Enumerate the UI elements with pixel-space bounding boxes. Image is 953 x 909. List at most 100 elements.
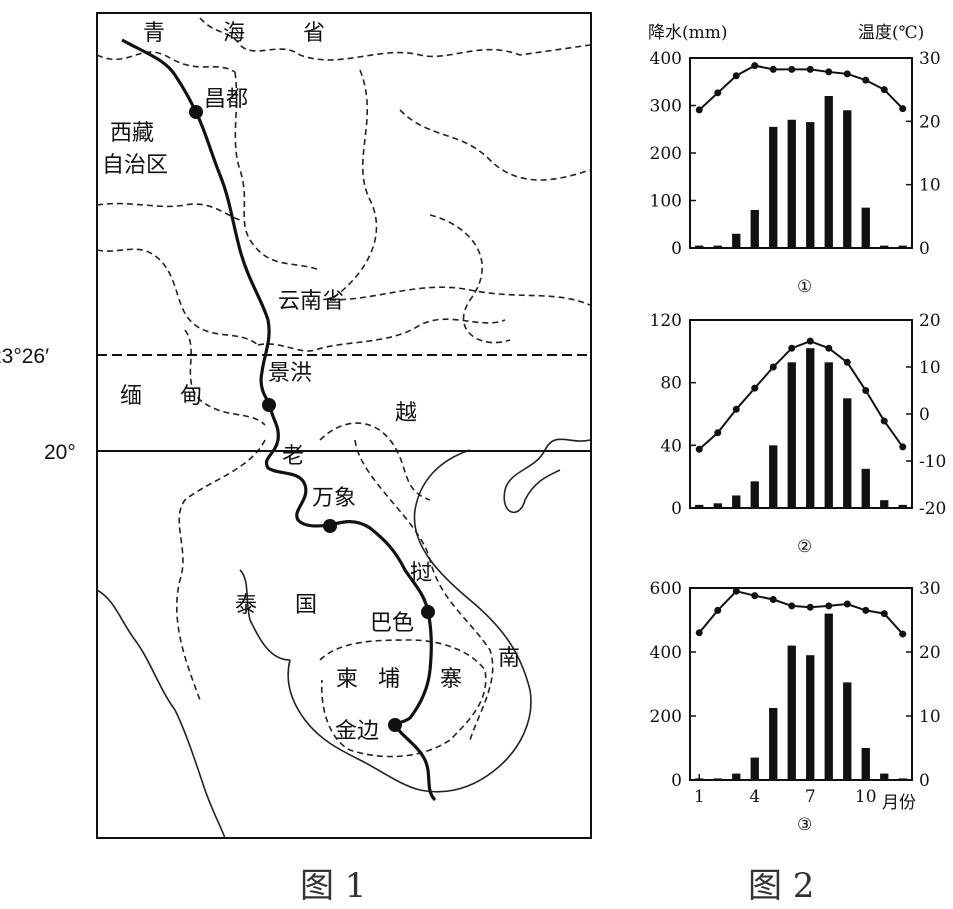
precip-bar: [713, 245, 722, 248]
label-guo: 国: [295, 593, 317, 618]
y-right-tick-label: 0: [919, 239, 930, 259]
tropic-label: 23°26′: [0, 345, 49, 368]
y-right-tick-label: 20: [919, 112, 941, 132]
temp-point: [788, 65, 796, 73]
precip-bar: [732, 233, 741, 248]
temp-point: [862, 387, 870, 394]
precip-bar: [787, 645, 796, 780]
precip-bar: [750, 757, 759, 780]
label-qing: 青: [143, 21, 165, 46]
precip-bar: [732, 495, 741, 508]
precip-bar: [898, 778, 907, 780]
pakse-marker: [421, 605, 435, 619]
changdu-marker: [189, 105, 203, 119]
precip-bar: [861, 748, 870, 780]
y-right-tick-label: 30: [919, 579, 941, 599]
y-left-tick-label: 100: [650, 192, 682, 212]
label-jian: 柬: [336, 667, 358, 692]
y-right-tick-label: 10: [919, 358, 941, 378]
y-right-tick-label: 20: [919, 643, 941, 663]
climate-chart-2: 0 40 80 120 -20 -10 0 10 20: [650, 311, 947, 519]
y-left-tick-label: 0: [671, 771, 682, 791]
y-left-tick-label: 0: [671, 239, 682, 259]
temp-point: [880, 86, 888, 94]
temp-point: [843, 358, 851, 366]
y-right-tick-label: -10: [919, 452, 946, 472]
precip-bar: [880, 500, 889, 508]
temp-point: [732, 405, 740, 413]
city-markers: [189, 105, 435, 732]
label-xizang: 西藏: [110, 121, 154, 146]
climate-chart-3: 0 200 400 600 0 10 20 30 1 4 7 10: [650, 579, 941, 807]
temp-point: [843, 600, 851, 608]
temp-point: [806, 603, 814, 611]
precip-bar: [750, 481, 759, 508]
precip-bar: [713, 503, 722, 508]
temp-point: [769, 65, 777, 73]
label-wanxiang: 万象: [312, 486, 356, 511]
temp-point: [806, 65, 814, 73]
precip-bar: [732, 773, 741, 780]
coastline: [96, 438, 591, 839]
temp-point: [806, 337, 814, 345]
precip-bar: [824, 613, 833, 780]
temp-point: [899, 443, 907, 451]
temp-line: [698, 590, 904, 635]
chart-frame: [689, 587, 913, 781]
temp-point: [751, 62, 759, 70]
y-left-tick-label: 40: [660, 436, 682, 456]
precip-bar: [695, 245, 704, 248]
temp-point: [788, 344, 796, 352]
temp-point: [695, 445, 703, 453]
x-tick-label: 4: [749, 787, 760, 807]
y-left-tick-label: 200: [650, 144, 682, 164]
precip-bar: [787, 119, 796, 248]
label-nan: 南: [498, 646, 520, 671]
chart3-label: ③: [797, 815, 812, 835]
label-hai: 海: [223, 21, 245, 46]
temp-point: [880, 610, 888, 618]
figure-1-caption: 图 1: [300, 866, 367, 906]
precip-bar: [806, 348, 815, 508]
y-left-tick-label: 80: [660, 374, 682, 394]
label-pakse: 巴色: [370, 611, 414, 636]
temp-point: [825, 68, 833, 76]
temp-point: [899, 105, 907, 113]
jinghong-marker: [262, 398, 276, 412]
precip-bar: [843, 682, 852, 780]
chart3-xlabel: 月份: [882, 793, 916, 813]
chart2-label: ②: [797, 537, 812, 557]
temp-point: [714, 89, 722, 97]
y-right-tick-label: 30: [919, 49, 941, 69]
map-frame: [96, 12, 592, 839]
precip-bar: [824, 96, 833, 248]
temp-point: [714, 606, 722, 614]
label-pu: 埔: [378, 667, 400, 692]
y-left-tick-label: 600: [650, 579, 682, 599]
y-left-tick-label: 120: [650, 311, 682, 331]
x-tick-label: 1: [694, 787, 705, 807]
y-right-tick-label: 20: [919, 311, 941, 331]
y-right-tick-label: 10: [919, 707, 941, 727]
temp-point: [751, 592, 759, 600]
label-lao: 老: [282, 444, 304, 469]
temp-point: [695, 106, 703, 114]
label-zizhiqu: 自治区: [102, 153, 168, 178]
y-right-tick-label: 0: [919, 771, 930, 791]
label-zhai: 寨: [440, 667, 462, 692]
y-right-tick-label: 0: [919, 405, 930, 425]
label-yunnan: 云南省: [278, 289, 344, 314]
y-right-tick-label: 10: [919, 176, 941, 196]
precip-bar: [843, 110, 852, 248]
precip-bar: [824, 362, 833, 508]
label-mian: 缅: [120, 384, 142, 409]
y-right-tick-label: -20: [919, 499, 946, 519]
temp-point: [695, 629, 703, 637]
chart1-ylabel-right: 温度(℃): [858, 23, 924, 43]
y-left-tick-label: 300: [650, 97, 682, 117]
temp-point: [732, 72, 740, 80]
temp-point: [769, 596, 777, 604]
temp-point: [899, 630, 907, 638]
